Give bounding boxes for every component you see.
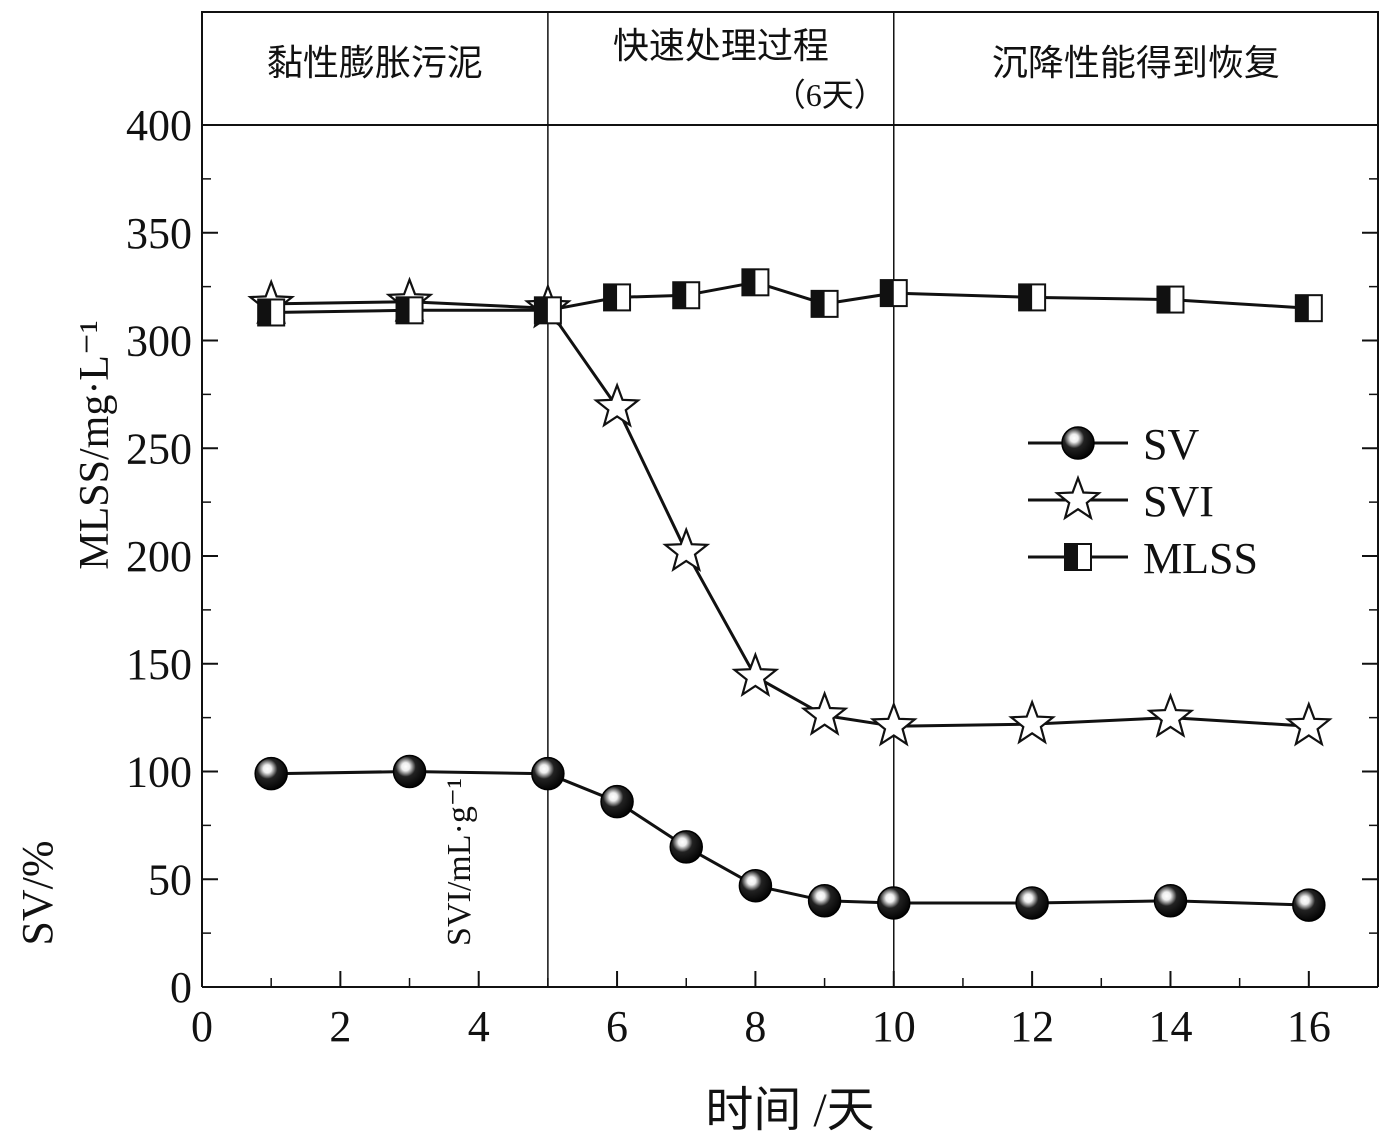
sv-point	[392, 754, 427, 789]
mlss-point	[1156, 285, 1185, 314]
marker-fill	[673, 282, 687, 309]
x-tick-label-2: 2	[329, 1002, 351, 1051]
sv-point	[877, 886, 911, 920]
svi-point	[731, 651, 780, 698]
mlss-point	[741, 268, 770, 297]
phase-label-2: 快速处理过程	[613, 26, 829, 66]
x-tick-label-8: 8	[744, 1002, 766, 1051]
x-tick-label-12: 12	[1010, 1002, 1054, 1051]
mlss-point	[1294, 294, 1323, 323]
y-tick-label-350: 350	[126, 209, 192, 258]
phase-header-box	[201, 11, 1379, 126]
marker-fill	[1019, 284, 1033, 311]
marker-fill	[534, 297, 548, 324]
legend-label-sv: SV	[1143, 420, 1199, 469]
mlss-point	[603, 283, 632, 312]
sv-point	[600, 784, 634, 819]
phase-label-3: 沉降性能得到恢复	[992, 43, 1280, 83]
series-mlss	[257, 268, 1323, 327]
marker-fill	[811, 290, 825, 317]
axis-titles: 时间 /天 MLSS/mg·L⁻¹ SVI/mL·g⁻¹ SV/%	[13, 320, 875, 1136]
sv-point	[738, 868, 773, 903]
svi-point	[800, 690, 849, 736]
y-tick-label-300: 300	[126, 317, 192, 366]
x-tick-label-14: 14	[1148, 1002, 1192, 1051]
legend-item-sv: SV	[1028, 420, 1199, 469]
y-axis-title-mlss: MLSS/mg·L⁻¹	[72, 320, 118, 569]
phase-label-1: 黏性膨胀污泥	[267, 43, 483, 83]
sv-point	[254, 756, 288, 791]
y-axis-title-sv: SV/%	[13, 840, 62, 945]
mlss-point	[672, 281, 701, 310]
legend-marker-mlss	[1064, 543, 1092, 571]
mlss-point	[533, 296, 562, 325]
y-axis-title-svi: SVI/mL·g⁻¹	[441, 778, 478, 946]
y-tick-label-400: 400	[126, 101, 192, 150]
mlss-point	[257, 298, 286, 327]
y-axis: 0 50 100 150 200 250 300 350 400	[126, 101, 1378, 1012]
legend-label-svi: SVI	[1143, 477, 1214, 526]
mlss-point	[395, 296, 424, 325]
x-tick-label-16: 16	[1287, 1002, 1331, 1051]
mlss-point	[810, 289, 839, 318]
legend-marker-sv	[1061, 426, 1095, 460]
y-tick-label-0: 0	[170, 963, 192, 1012]
marker-fill	[880, 280, 894, 307]
sv-point	[1153, 884, 1188, 918]
y-tick-label-250: 250	[126, 424, 192, 473]
mlss-point	[879, 279, 908, 308]
svi-point	[1284, 701, 1333, 747]
sv-point	[807, 884, 842, 918]
sv-point	[1015, 886, 1049, 920]
y-tick-label-100: 100	[126, 748, 192, 797]
legend-label-mlss: MLSS	[1143, 534, 1258, 583]
marker-fill	[258, 299, 272, 326]
svi-point	[869, 701, 918, 747]
marker-fill	[1065, 544, 1078, 570]
series-layer	[247, 268, 1333, 922]
sv-point	[531, 756, 565, 791]
mlss-point	[1018, 283, 1047, 312]
legend-marker-svi	[1054, 474, 1102, 521]
y-tick-label-200: 200	[126, 532, 192, 581]
svi-point	[593, 382, 641, 428]
legend: SV SVI MLSS	[1028, 420, 1258, 583]
svi-point	[1146, 692, 1195, 738]
phase-duration-note: （6天）	[774, 77, 886, 113]
x-tick-label-0: 0	[191, 1002, 213, 1051]
svi-point	[662, 526, 711, 573]
legend-item-svi: SVI	[1028, 474, 1214, 526]
x-tick-label-10: 10	[872, 1002, 916, 1051]
svi-point	[1008, 698, 1056, 745]
x-tick-label-6: 6	[606, 1002, 628, 1051]
y-tick-label-150: 150	[126, 640, 192, 689]
x-axis: 0 2 4 6 8 10 12 14 16	[191, 971, 1379, 1051]
marker-fill	[742, 269, 756, 296]
x-axis-title: 时间 /天	[705, 1084, 874, 1136]
x-tick-label-4: 4	[468, 1002, 490, 1051]
marker-fill	[1157, 286, 1171, 313]
sv-point	[669, 830, 703, 864]
series-sv	[254, 754, 1326, 922]
legend-item-mlss: MLSS	[1028, 534, 1258, 583]
marker-fill	[396, 297, 410, 324]
y-tick-label-50: 50	[148, 855, 192, 904]
sv-point	[1292, 888, 1326, 922]
marker-fill	[604, 284, 618, 311]
marker-fill	[1295, 295, 1309, 322]
phase-header: 黏性膨胀污泥 快速处理过程 沉降性能得到恢复 （6天）	[201, 11, 1379, 987]
